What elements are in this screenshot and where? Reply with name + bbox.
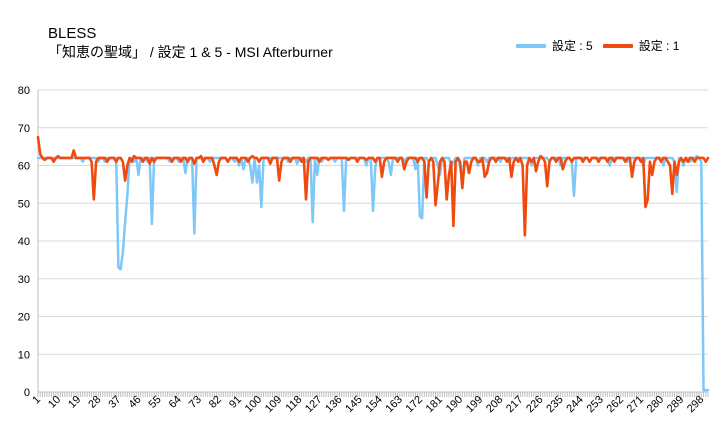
x-tick-label-1: 1 xyxy=(30,394,43,407)
legend-label-series-2: 設定 : 1 xyxy=(638,39,680,53)
legend-label-series-1: 設定 : 5 xyxy=(552,39,593,53)
y-tick-label-0: 0 xyxy=(24,387,30,399)
y-tick-label-30: 30 xyxy=(18,274,30,286)
chart-title: BLESS xyxy=(48,25,97,42)
y-tick-label-70: 70 xyxy=(18,123,30,135)
series-line-2 xyxy=(36,135,710,237)
legend: 設定 : 5 設定 : 1 xyxy=(516,37,689,54)
legend-swatch-series-2 xyxy=(602,43,633,48)
chart-title-block: BLESS 「知恵の聖域」 / 設定 1 & 5 - MSI Afterburn… xyxy=(48,24,333,62)
series-line-1 xyxy=(36,154,710,392)
y-tick-label-20: 20 xyxy=(18,312,30,324)
y-tick-label-10: 10 xyxy=(18,349,30,361)
y-tick-label-60: 60 xyxy=(18,161,30,173)
legend-item-series-1: 設定 : 5 xyxy=(516,37,593,54)
y-tick-label-80: 80 xyxy=(18,85,30,97)
legend-swatch-series-1 xyxy=(516,43,546,48)
chart-subtitle: 「知恵の聖域」 / 設定 1 & 5 - MSI Afterburner xyxy=(48,44,333,60)
y-tick-label-50: 50 xyxy=(18,198,30,210)
legend-item-series-2: 設定 : 1 xyxy=(602,37,680,54)
y-tick-label-40: 40 xyxy=(18,236,30,248)
